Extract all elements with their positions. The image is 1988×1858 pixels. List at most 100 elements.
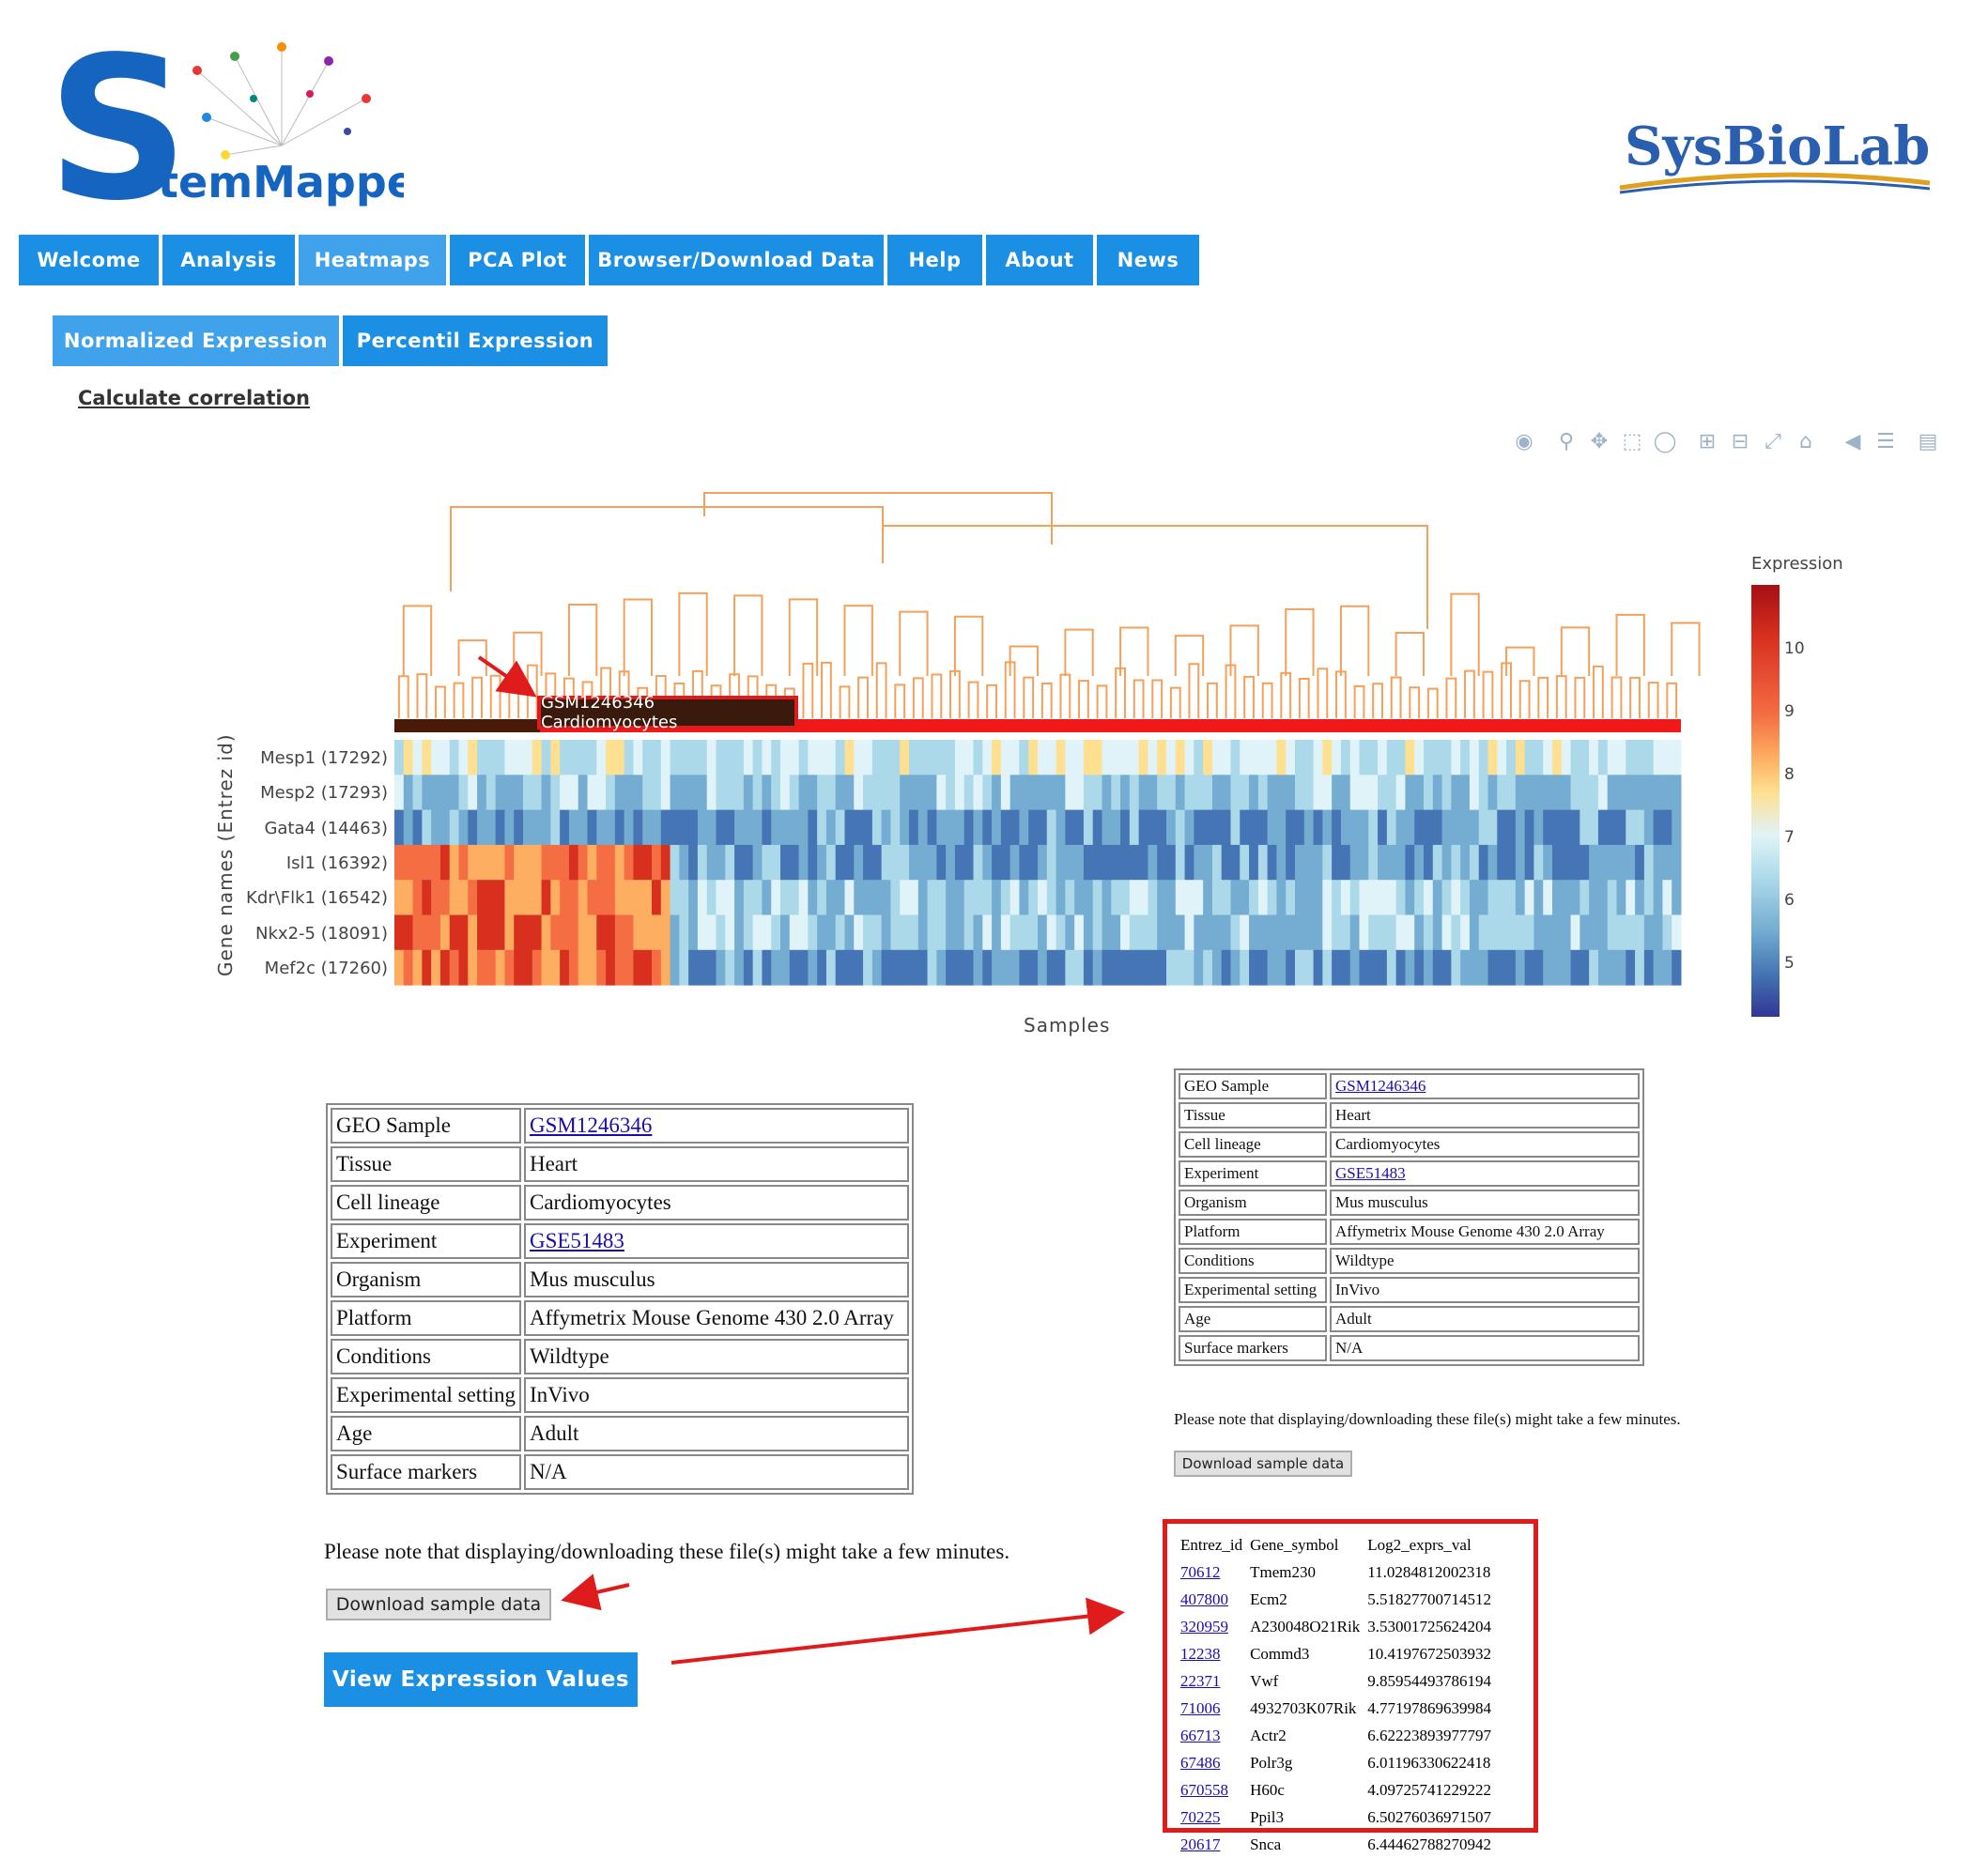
field-link[interactable]: GSE51483 (529, 1229, 624, 1252)
entrez-id-cell[interactable]: 320959 (1177, 1613, 1246, 1640)
entrez-link[interactable]: 22371 (1180, 1671, 1221, 1690)
field-value: Cardiomyocytes (523, 1185, 909, 1221)
entrez-id-cell[interactable]: 67486 (1177, 1749, 1246, 1776)
table-row: 66713 Actr2 6.62223893977797 (1177, 1722, 1495, 1749)
gene-symbol-cell: Snca (1250, 1835, 1282, 1853)
entrez-link[interactable]: 320959 (1180, 1617, 1228, 1635)
field-label: Conditions (331, 1339, 521, 1374)
column-header: Gene_symbol (1250, 1535, 1339, 1554)
gene-symbol-cell: Ecm2 (1250, 1589, 1287, 1608)
entrez-link[interactable]: 407800 (1180, 1589, 1228, 1608)
y-axis-title: Gene names (Entrez id) (214, 733, 237, 976)
entrez-id-cell[interactable]: 407800 (1177, 1586, 1246, 1613)
field-link[interactable]: GSM1246346 (529, 1113, 653, 1137)
entrez-id-cell[interactable]: 20617 (1177, 1831, 1246, 1858)
zoom-in-icon[interactable]: ⊞ (1698, 430, 1717, 453)
entrez-id-cell[interactable]: 70612 (1177, 1559, 1246, 1586)
tab-percentil-expression[interactable]: Percentil Expression (343, 315, 608, 366)
chart-icon[interactable]: ▤ (1918, 430, 1938, 453)
gene-symbol-cell: Commd3 (1250, 1644, 1310, 1663)
gene-symbol-cell: Vwf (1250, 1671, 1279, 1690)
field-label: Experimental setting (1179, 1277, 1327, 1303)
download-sample-data-button-small[interactable]: Download sample data (1174, 1451, 1352, 1477)
table-row: Experimental setting InVivo (1179, 1277, 1640, 1303)
table-row: Surface markers N/A (331, 1454, 909, 1490)
nav-heatmaps[interactable]: Heatmaps (299, 235, 446, 285)
gene-label: Nkx2-5 (18091) (255, 923, 388, 944)
entrez-id-cell[interactable]: 66713 (1177, 1722, 1246, 1749)
tab-normalized-expression[interactable]: Normalized Expression (53, 315, 339, 366)
nav-welcome[interactable]: Welcome (19, 235, 159, 285)
table-row: 12238 Commd3 10.4197672503932 (1177, 1640, 1495, 1667)
entrez-id-cell[interactable]: 70225 (1177, 1804, 1246, 1831)
gene-label: Gata4 (14463) (264, 818, 388, 838)
table-row: Experimental setting InVivo (331, 1377, 909, 1413)
reset-icon[interactable]: ⌂ (1799, 430, 1812, 453)
entrez-link[interactable]: 70225 (1180, 1807, 1221, 1826)
nav-pca-plot[interactable]: PCA Plot (450, 235, 585, 285)
entrez-id-cell[interactable]: 12238 (1177, 1640, 1246, 1667)
entrez-link[interactable]: 66713 (1180, 1726, 1221, 1744)
lasso-icon[interactable]: ◯ (1653, 430, 1677, 453)
table-row: GEO Sample GSM1246346 (1179, 1073, 1640, 1099)
nav-browser-download[interactable]: Browser/Download Data (589, 235, 884, 285)
entrez-link[interactable]: 670558 (1180, 1780, 1228, 1799)
download-sample-data-button[interactable]: Download sample data (326, 1589, 551, 1620)
table-row: Organism Mus musculus (331, 1262, 909, 1298)
pan-icon[interactable]: ✥ (1590, 430, 1609, 453)
svg-text:temMapper: temMapper (158, 157, 404, 207)
zoom-out-icon[interactable]: ⊟ (1731, 430, 1749, 453)
table-row: 670558 H60c 4.09725741229222 (1177, 1776, 1495, 1804)
field-value: Affymetrix Mouse Genome 430 2.0 Array (523, 1300, 909, 1336)
field-value: Affymetrix Mouse Genome 430 2.0 Array (1330, 1219, 1640, 1245)
nav-help[interactable]: Help (887, 235, 982, 285)
gene-label: Mesp2 (17293) (260, 783, 388, 804)
field-label: Experimental setting (331, 1377, 521, 1413)
entrez-link[interactable]: 70612 (1180, 1562, 1221, 1581)
autoscale-icon[interactable]: ⤢ (1765, 430, 1781, 453)
field-label: Surface markers (331, 1454, 521, 1490)
table-row: 22371 Vwf 9.85954493786194 (1177, 1667, 1495, 1695)
table-row: 70225 Ppil3 6.50276036971507 (1177, 1804, 1495, 1831)
field-link[interactable]: GSM1246346 (1335, 1077, 1426, 1095)
nav-analysis[interactable]: Analysis (162, 235, 295, 285)
column-header: Log2_exprs_val (1367, 1535, 1472, 1554)
nav-about[interactable]: About (986, 235, 1093, 285)
entrez-link[interactable]: 71006 (1180, 1698, 1221, 1717)
table-row: Experiment GSE51483 (1179, 1160, 1640, 1187)
entrez-id-cell[interactable]: 670558 (1177, 1776, 1246, 1804)
gene-symbol-cell: H60c (1250, 1780, 1285, 1799)
entrez-link[interactable]: 12238 (1180, 1644, 1221, 1663)
table-row: Cell lineage Cardiomyocytes (331, 1185, 909, 1221)
table-row: Conditions Wildtype (331, 1339, 909, 1374)
entrez-id-cell[interactable]: 71006 (1177, 1695, 1246, 1722)
gene-label: Isl1 (16392) (285, 852, 388, 873)
heatmap-plot[interactable] (207, 488, 1709, 995)
spike-icon[interactable]: ◀ (1844, 430, 1861, 453)
field-value: Adult (523, 1416, 909, 1451)
nav-news[interactable]: News (1097, 235, 1199, 285)
table-row: Age Adult (1179, 1306, 1640, 1332)
field-link[interactable]: GSE51483 (1335, 1164, 1406, 1182)
view-expression-values-button[interactable]: View Expression Values (324, 1652, 638, 1707)
field-label: Platform (331, 1300, 521, 1336)
entrez-link[interactable]: 20617 (1180, 1835, 1221, 1853)
box-select-icon[interactable]: ⬚ (1622, 430, 1642, 453)
heatmap-cells[interactable] (394, 740, 1682, 986)
calculate-correlation-link[interactable]: Calculate correlation (78, 387, 310, 409)
zoom-icon[interactable]: ⚲ (1558, 430, 1575, 453)
field-value: GSE51483 (1330, 1160, 1640, 1187)
entrez-id-cell[interactable]: 22371 (1177, 1667, 1246, 1695)
field-label: Cell lineage (331, 1185, 521, 1221)
compare-icon[interactable]: ☰ (1876, 430, 1895, 453)
svg-text:SysBioLab: SysBioLab (1625, 115, 1930, 177)
field-label: Experiment (331, 1223, 521, 1259)
expression-value-cell: 5.51827700714512 (1367, 1589, 1491, 1608)
entrez-link[interactable]: 67486 (1180, 1753, 1221, 1772)
stemmapper-logo: S temMapper (47, 14, 438, 244)
field-value: GSM1246346 (1330, 1073, 1640, 1099)
gene-symbol-cell: Polr3g (1250, 1753, 1293, 1772)
camera-icon[interactable]: ◉ (1515, 430, 1533, 453)
field-label: Experiment (1179, 1160, 1327, 1187)
table-row: Organism Mus musculus (1179, 1190, 1640, 1216)
